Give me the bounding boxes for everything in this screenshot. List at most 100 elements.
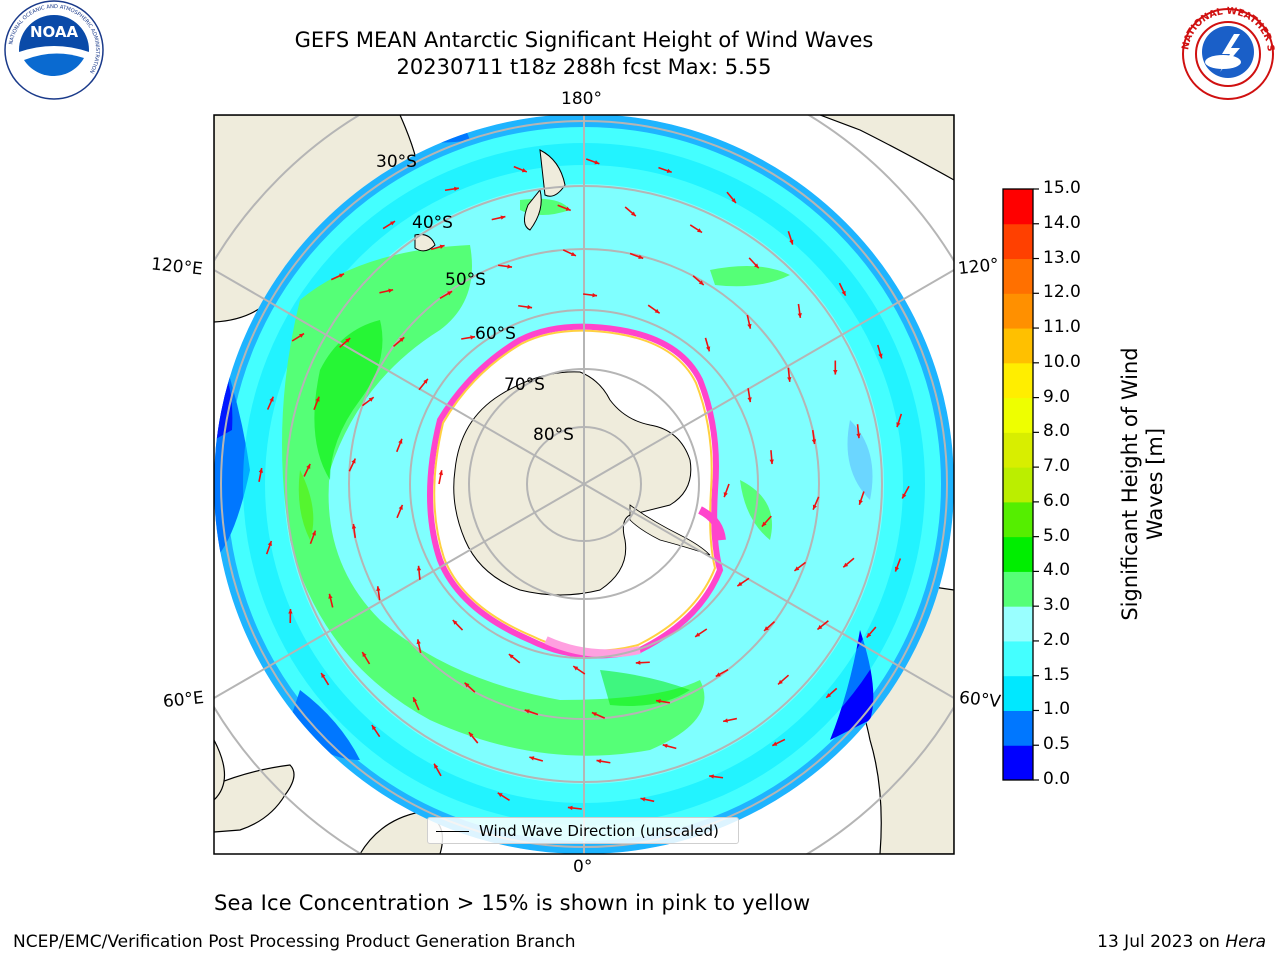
colorbar-tick-label: 5.0: [1043, 525, 1071, 546]
wind-arrow-head: [434, 763, 439, 769]
wind-arrow-head: [811, 439, 817, 445]
wind-arrow-head: [529, 756, 535, 761]
wind-arrow-head: [527, 304, 533, 310]
wind-arrow-head: [902, 493, 907, 499]
wind-arrow-head: [812, 504, 817, 510]
wind-arrow-head: [697, 228, 703, 233]
wind-arrow-head: [858, 499, 863, 505]
wind-arrow-head: [654, 308, 660, 314]
wind-arrow-head: [896, 422, 901, 428]
wind-arrow-head: [470, 335, 476, 340]
colorbar-tick-label: 14.0: [1043, 212, 1081, 233]
colorbar-segment: [1003, 745, 1033, 781]
wind-arrow-head: [398, 504, 403, 510]
new-zealand: [524, 149, 566, 231]
colorbar-segment: [1003, 571, 1033, 607]
wind-arrow-head: [447, 291, 453, 296]
wind-arrow-head: [769, 459, 774, 465]
wind-arrow-head: [878, 353, 883, 359]
colorbar-segment: [1003, 258, 1033, 294]
lat-label-70s: 70°S: [504, 375, 545, 395]
wind-arrow-head: [866, 632, 872, 638]
wind-arrow-head: [306, 463, 311, 469]
colorbar-tick-label: 3.0: [1043, 595, 1071, 616]
wind-arrow-head: [894, 566, 900, 572]
wind-arrow-head: [508, 654, 514, 659]
wind-arrow-head: [507, 264, 513, 269]
colorbar-tick-label: 1.5: [1043, 664, 1071, 685]
colorbar-tick-label: 4.0: [1043, 560, 1071, 581]
wind-arrow-head: [339, 273, 345, 278]
wind-arrow-head: [315, 396, 320, 402]
wind-arrow-head: [468, 732, 474, 738]
wind-arrow-head: [638, 254, 644, 259]
colorbar-segment: [1003, 536, 1033, 572]
colorbar-segment: [1003, 640, 1033, 677]
noaa-logo: NOAA NATIONAL OCEANIC AND ATMOSPHERIC AD…: [4, 0, 104, 100]
map-title: GEFS MEAN Antarctic Significant Height o…: [294, 28, 874, 52]
wind-arrow-head: [761, 521, 767, 527]
wind-arrow-head: [656, 699, 661, 704]
wind-arrow-head: [723, 492, 728, 498]
wind-arrow-head: [856, 433, 861, 439]
wind-arrow-head: [833, 370, 838, 375]
colorbar-tick-label: 9.0: [1043, 386, 1071, 407]
wind-arrow-head: [328, 593, 333, 599]
wind-arrow-head: [747, 397, 752, 403]
wind-arrow-head: [731, 198, 736, 203]
wind-arrow-head: [413, 697, 418, 703]
wind-arrow-head: [362, 652, 367, 658]
wind-arrow-head: [416, 639, 421, 645]
colorbar-segment: [1003, 467, 1033, 503]
wind-arrow-head: [423, 378, 428, 384]
wind-arrow-head: [573, 666, 579, 671]
wind-arrow-head: [737, 581, 743, 587]
wind-arrow-head: [368, 397, 374, 402]
wind-arrow-head: [321, 672, 326, 678]
wind-arrow-head: [778, 679, 783, 685]
wind-arrow-head: [452, 620, 458, 625]
wind-arrow-head: [695, 632, 701, 637]
lon-label-60e: 60°E: [162, 687, 205, 713]
colorbar-segment: [1003, 675, 1033, 711]
nws-logo: NATIONAL WEATHER SERVICE: [1176, 0, 1276, 100]
wind-arrow-head: [841, 290, 846, 296]
wind-arrow-head: [351, 458, 356, 464]
colorbar-segment: [1003, 223, 1033, 260]
wind-arrow-head: [843, 562, 849, 568]
lon-label-0: 0°: [573, 857, 593, 877]
wind-arrow-head: [454, 186, 459, 192]
colorbar-segment: [1003, 362, 1033, 399]
wind-arrow-head: [591, 712, 597, 717]
wind-arrow-head: [398, 438, 403, 444]
lat-label-80s: 80°S: [533, 425, 574, 445]
wind-arrow-head: [596, 759, 602, 764]
footer-credit: NCEP/EMC/Verification Post Processing Pr…: [13, 932, 576, 952]
wind-arrow-head: [570, 251, 576, 256]
wind-arrow-head: [772, 741, 778, 746]
tasmania: [414, 234, 436, 252]
wind-arrow-head: [640, 797, 646, 802]
lat-label-40s: 40°S: [412, 213, 453, 233]
wind-arrow-head: [376, 586, 381, 592]
wind-arrow-head: [288, 609, 293, 614]
wind-arrow-head: [371, 725, 377, 731]
wind-arrow-head: [500, 215, 506, 220]
colorbar-tick-label: 10.0: [1043, 351, 1081, 372]
colorbar-segment: [1003, 432, 1033, 468]
wind-arrow-head: [698, 280, 704, 285]
wind-arrow-head: [826, 693, 832, 698]
wind-arrow-head: [439, 244, 445, 249]
colorbar-segment: [1003, 189, 1033, 225]
footer-date-text: 13 Jul 2023 on: [1097, 932, 1226, 952]
wind-arrow-head: [565, 206, 571, 211]
colorbar-segment: [1003, 710, 1033, 746]
legend-line-sample: [436, 831, 469, 832]
wind-arrow-head: [524, 709, 530, 714]
colorbar-tick-label: 12.0: [1043, 282, 1081, 303]
wind-arrow-head: [764, 626, 769, 631]
sea-ice-note: Sea Ice Concentration > 15% is shown in …: [214, 891, 811, 915]
antarctica: [453, 371, 692, 596]
lat-label-50s: 50°S: [445, 270, 486, 290]
wind-arrow-head: [311, 530, 316, 536]
